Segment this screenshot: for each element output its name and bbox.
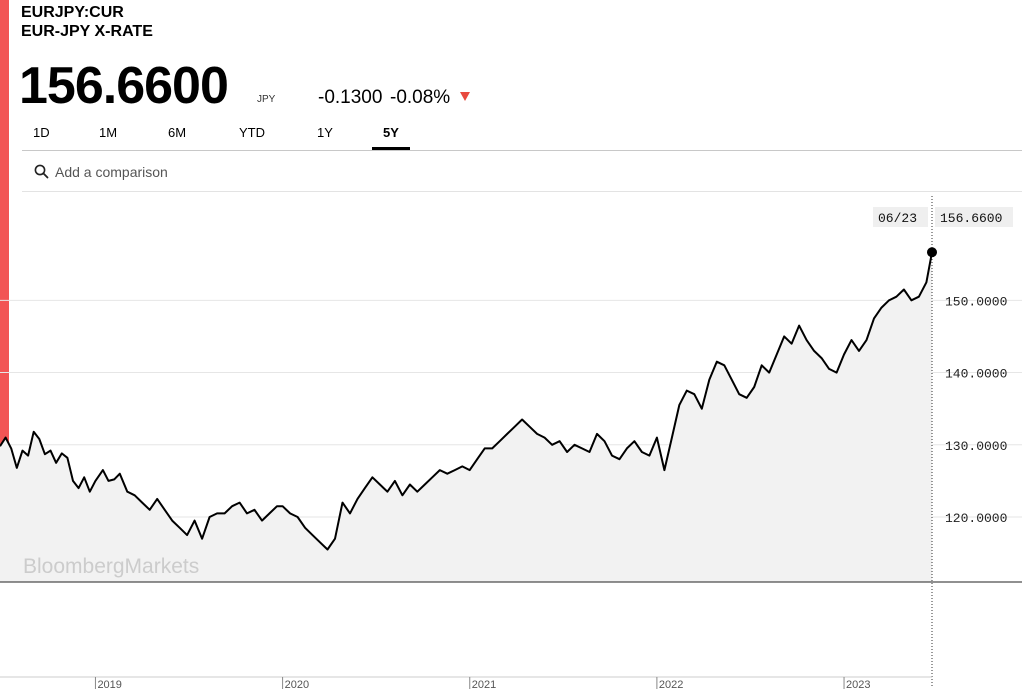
y-axis-labels: 120.0000 130.0000 140.0000 150.0000: [945, 294, 1007, 526]
x-tick-label: 2022: [659, 679, 683, 691]
comparison-search-input[interactable]: [55, 162, 215, 182]
tab-1d[interactable]: 1D: [33, 125, 50, 140]
tab-1m[interactable]: 1M: [99, 125, 118, 140]
price-change: -0.1300: [318, 87, 383, 108]
comparison-search: [22, 155, 219, 192]
instrument-name: EUR-JPY X-RATE: [21, 23, 153, 40]
last-point-marker: [927, 247, 937, 258]
x-tick-label: 2020: [285, 679, 309, 691]
accent-bar: [0, 0, 9, 447]
tab-5y[interactable]: 5Y: [383, 125, 399, 140]
y-tick-label: 120.0000: [945, 511, 1007, 526]
y-tick-label: 140.0000: [945, 367, 1007, 382]
last-price: 156.6600: [19, 57, 229, 115]
price-currency: JPY: [257, 94, 276, 105]
price-chart[interactable]: BloombergMarkets 120.0000 130.0000 140.000…: [0, 192, 1024, 695]
y-tick-label: 130.0000: [945, 439, 1007, 454]
tab-6m[interactable]: 6M: [168, 125, 187, 140]
chart-top-border: [22, 191, 1022, 192]
y-tick-label: 150.0000: [945, 294, 1007, 309]
tooltip-value-box: [935, 207, 1013, 227]
down-arrow-icon: [460, 92, 470, 101]
x-tick-label: 2023: [846, 679, 870, 691]
x-tick-label: 2021: [472, 679, 496, 691]
time-range-tabs: 1D 1M 6M YTD 1Y 5Y: [22, 117, 1022, 151]
volume-panel: [0, 582, 932, 687]
watermark: BloombergMarkets: [23, 555, 199, 578]
tab-1y[interactable]: 1Y: [317, 125, 333, 140]
tab-ytd[interactable]: YTD: [239, 125, 265, 140]
active-tab-indicator: [372, 147, 410, 150]
hover-tooltip: 06/23 156.6600: [873, 207, 1013, 227]
tooltip-date: 06/23: [878, 211, 917, 226]
tooltip-date-box: [873, 207, 928, 227]
search-icon[interactable]: [34, 164, 49, 179]
price-area: [0, 252, 932, 582]
x-axis: 2019 2020 2021 2022 2023: [0, 676, 932, 691]
price-line: [0, 252, 933, 551]
x-tick-label: 2019: [97, 679, 121, 691]
ticker-symbol: EURJPY:CUR: [21, 4, 124, 21]
tooltip-value: 156.6600: [940, 211, 1002, 226]
price-change-percent: -0.08%: [390, 87, 451, 108]
